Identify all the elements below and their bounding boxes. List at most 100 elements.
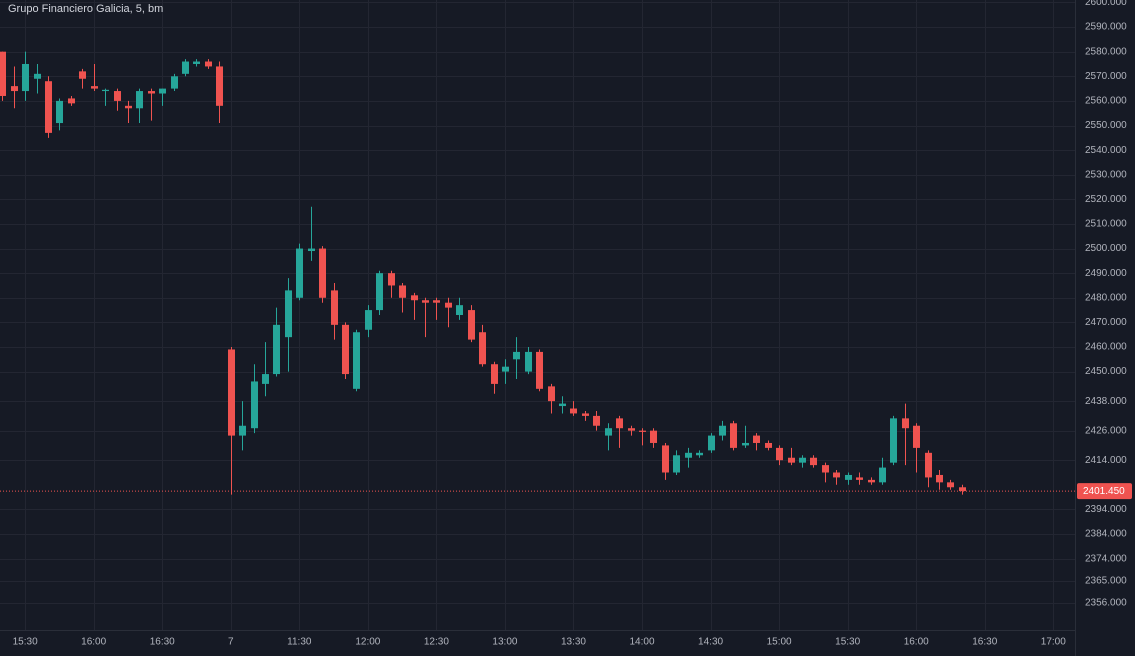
candle-body — [753, 435, 760, 443]
y-tick-label: 2414.000 — [1085, 455, 1127, 466]
candle-body — [319, 248, 326, 298]
candle-body — [799, 457, 806, 463]
candle-body — [308, 248, 315, 252]
x-tick-label: 13:00 — [492, 637, 517, 648]
candle-body — [628, 428, 635, 431]
candle-body — [605, 428, 612, 436]
y-tick-label: 2530.000 — [1085, 169, 1127, 180]
candle-body — [102, 89, 109, 92]
candle-body — [673, 455, 680, 473]
x-tick-label: 12:00 — [355, 637, 380, 648]
candle-body — [959, 487, 966, 492]
candle-body — [422, 300, 429, 303]
candle-body — [34, 73, 41, 79]
candle-body — [388, 273, 395, 286]
candle-body — [616, 418, 623, 429]
candle-body — [548, 386, 555, 402]
x-tick-label: 14:30 — [698, 637, 723, 648]
x-tick-label: 14:00 — [630, 637, 655, 648]
candle-body — [411, 295, 418, 301]
candle-body — [936, 474, 943, 483]
candle-body — [239, 425, 246, 436]
candle-body — [353, 332, 360, 389]
candle-body — [570, 408, 577, 414]
candle-body — [205, 61, 212, 67]
candle-body — [525, 351, 532, 372]
candle-body — [445, 302, 452, 308]
candle-body — [91, 86, 98, 89]
y-tick-label: 2500.000 — [1085, 243, 1127, 254]
y-tick-label: 2374.000 — [1085, 553, 1127, 564]
candle-body — [456, 305, 463, 315]
candle-body — [833, 472, 840, 478]
y-tick-label: 2480.000 — [1085, 292, 1127, 303]
y-tick-label: 2600.000 — [1085, 0, 1127, 8]
candle-body — [399, 285, 406, 298]
candle-body — [513, 351, 520, 360]
candle-body — [559, 403, 566, 407]
candle-body — [125, 105, 132, 109]
candle-body — [925, 452, 932, 478]
chart-title: Grupo Financiero Galicia, 5, bm — [8, 3, 163, 15]
x-tick-label: 17:00 — [1041, 637, 1066, 648]
candle-body — [251, 381, 258, 429]
y-tick-label: 2520.000 — [1085, 194, 1127, 205]
candle-body — [639, 430, 646, 432]
candle-body — [856, 477, 863, 480]
y-tick-label: 2540.000 — [1085, 145, 1127, 156]
x-tick-label: 16:30 — [972, 637, 997, 648]
candle-body — [285, 290, 292, 338]
candle-body — [182, 61, 189, 74]
y-tick-label: 2510.000 — [1085, 219, 1127, 230]
candle-body — [913, 425, 920, 448]
candle-body — [845, 474, 852, 480]
candle-body — [0, 51, 6, 96]
candle-body — [479, 332, 486, 365]
candle-body — [650, 430, 657, 443]
y-tick-label: 2580.000 — [1085, 46, 1127, 57]
y-tick-label: 2356.000 — [1085, 598, 1127, 609]
candle-body — [11, 86, 18, 92]
candle-body — [593, 415, 600, 426]
y-tick-label: 2365.000 — [1085, 575, 1127, 586]
y-tick-label: 2460.000 — [1085, 342, 1127, 353]
candle-body — [468, 310, 475, 340]
x-tick-label: 16:00 — [81, 637, 106, 648]
candle-body — [765, 442, 772, 448]
candle-body — [216, 66, 223, 106]
candle-body — [365, 310, 372, 330]
y-tick-label: 2394.000 — [1085, 504, 1127, 515]
candle-body — [148, 91, 155, 94]
candle-body — [730, 423, 737, 448]
candle-body — [262, 374, 269, 384]
candle-body — [742, 442, 749, 446]
x-tick-label: 11:30 — [287, 637, 312, 648]
y-tick-label: 2590.000 — [1085, 22, 1127, 33]
candle-body — [708, 435, 715, 451]
y-tick-label: 2384.000 — [1085, 529, 1127, 540]
candle-body — [273, 324, 280, 375]
candle-body — [788, 457, 795, 463]
x-tick-label: 15:30 — [835, 637, 860, 648]
candle-body — [114, 91, 121, 101]
candle-body — [331, 290, 338, 325]
candle-body — [582, 413, 589, 416]
candle-body — [810, 457, 817, 466]
candle-body — [342, 324, 349, 375]
candle-body — [822, 465, 829, 473]
candle-body — [433, 300, 440, 303]
x-tick-label: 7 — [228, 637, 234, 648]
candle-body — [890, 418, 897, 463]
candle-body — [879, 467, 886, 483]
candle-body — [502, 366, 509, 372]
candle-body — [68, 98, 75, 104]
candle-body — [22, 63, 29, 92]
candle-body — [696, 452, 703, 456]
candle-body — [685, 452, 692, 458]
x-tick-label: 16:30 — [150, 637, 175, 648]
y-tick-label: 2450.000 — [1085, 366, 1127, 377]
candle-body — [719, 425, 726, 436]
x-tick-label: 13:30 — [561, 637, 586, 648]
